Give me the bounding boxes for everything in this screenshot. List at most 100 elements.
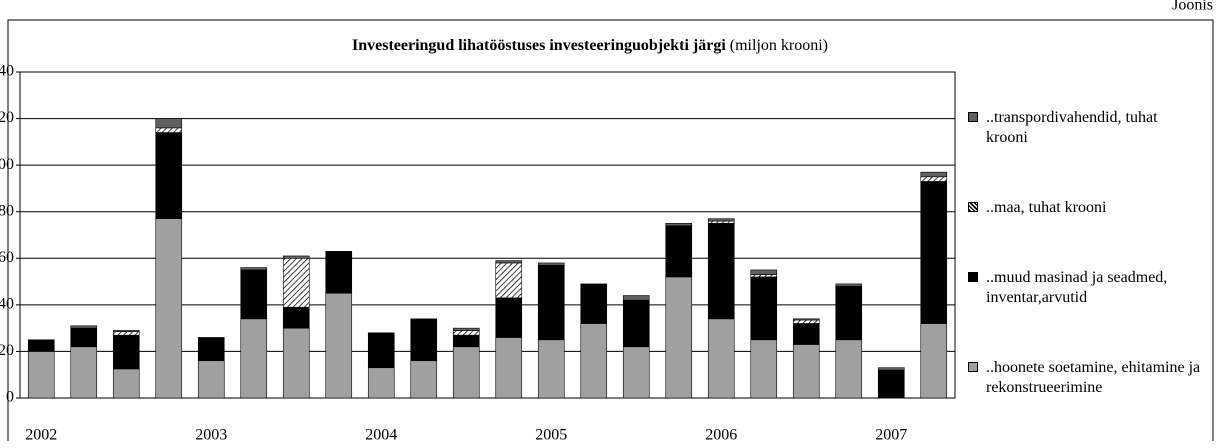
bar-segment xyxy=(155,132,183,220)
legend-label: ..maa, tuhat krooni xyxy=(986,199,1107,216)
y-tick-label: 0 xyxy=(6,389,14,406)
legend-swatch xyxy=(968,202,978,212)
bar-segment xyxy=(792,319,820,324)
bar-segment xyxy=(495,260,523,264)
bar-segment xyxy=(495,297,523,338)
bar-segment xyxy=(665,223,693,226)
y-tick-label: 60 xyxy=(0,249,14,266)
legend-entry: ..muud masinad ja seadmed, inventar,arvu… xyxy=(968,268,1203,308)
subtitle: (miljon krooni) xyxy=(730,37,828,54)
y-tick-label: 140 xyxy=(0,63,14,80)
bar-segment xyxy=(920,171,948,178)
bar-segment xyxy=(282,257,310,308)
y-tick-label: 20 xyxy=(0,342,14,359)
chart-frame xyxy=(7,19,1214,441)
bar-segment xyxy=(750,339,778,399)
y-tick-label: 40 xyxy=(0,296,14,313)
bar-segment xyxy=(155,218,183,399)
bar-segment xyxy=(835,283,863,287)
x-tick-label: 2007 xyxy=(875,427,907,441)
title: Investeeringud lihatööstuses investeerin… xyxy=(352,37,726,54)
bar-segment xyxy=(452,330,480,336)
bar-segment xyxy=(580,323,608,399)
legend-entry: ..transpordivahendid, tuhat krooni xyxy=(968,108,1203,148)
bar-segment xyxy=(707,223,735,320)
bar-segment xyxy=(750,276,778,341)
bar-segment xyxy=(792,323,820,345)
bar-segment xyxy=(240,318,268,399)
bar-segment xyxy=(112,331,140,336)
bar-segment xyxy=(27,351,55,399)
legend: ..transpordivahendid, tuhat krooni ..maa,… xyxy=(968,108,1203,448)
y-tick-label: 120 xyxy=(0,109,14,126)
bar-segment xyxy=(325,292,353,399)
x-tick-label: 2005 xyxy=(535,427,567,441)
bar-segment xyxy=(707,218,735,222)
bar-segment xyxy=(707,220,735,224)
legend-entry: ..maa, tuhat krooni xyxy=(968,198,1203,218)
bar-segment xyxy=(197,360,225,399)
bar-segment xyxy=(155,118,183,129)
bar-segment xyxy=(410,360,438,399)
bar-segment xyxy=(70,325,98,329)
bar-segment xyxy=(452,327,480,331)
bar-segment xyxy=(367,332,395,369)
bar-segment xyxy=(920,181,948,324)
bar-segment xyxy=(240,267,268,271)
bar-segment xyxy=(70,346,98,399)
legend-entry: ..hoonete soetamine, ehitamine ja rekons… xyxy=(968,358,1203,398)
bar-segment xyxy=(112,330,140,332)
chart-title: Investeeringud lihatööstuses investeerin… xyxy=(352,37,828,54)
bar-segment xyxy=(792,344,820,399)
bar-segment xyxy=(452,346,480,399)
bar-segment xyxy=(920,176,948,182)
bar-segment xyxy=(665,225,693,278)
corner-label: Joonis xyxy=(1172,0,1213,14)
bar-segment xyxy=(325,251,353,294)
x-tick-label: 2006 xyxy=(705,427,737,441)
plot-area xyxy=(19,71,956,399)
bar-segment xyxy=(240,269,268,320)
bar-segment xyxy=(792,318,820,321)
bar-segment xyxy=(622,295,650,301)
y-tick-label: 80 xyxy=(0,202,14,219)
x-tick-label: 2003 xyxy=(195,427,227,441)
bar-segment xyxy=(707,318,735,399)
x-tick-label: 2002 xyxy=(25,427,57,441)
bar-segment xyxy=(282,306,310,329)
legend-swatch xyxy=(968,272,978,282)
bar-segment xyxy=(750,269,778,275)
bar-segment xyxy=(877,369,905,399)
bar-segment xyxy=(622,299,650,348)
legend-swatch xyxy=(968,362,978,372)
bar-segment xyxy=(197,337,225,362)
bar-segment xyxy=(410,318,438,362)
legend-label: ..hoonete soetamine, ehitamine ja rekons… xyxy=(986,359,1201,396)
bar-segment xyxy=(155,127,183,133)
bar-segment xyxy=(112,368,140,399)
bar-segment xyxy=(537,262,565,266)
bar-segment xyxy=(282,255,310,259)
bar-segment xyxy=(452,334,480,348)
bar-segment xyxy=(622,346,650,399)
bar-segment xyxy=(750,274,778,278)
bar-segment xyxy=(537,339,565,399)
bar-segment xyxy=(877,367,905,371)
bar-segment xyxy=(580,283,608,324)
x-tick-label: 2004 xyxy=(365,427,397,441)
bar-segment xyxy=(537,264,565,341)
bar-segment xyxy=(70,327,98,348)
y-tick-label: 100 xyxy=(0,156,14,173)
bar-segment xyxy=(282,327,310,399)
bar-segment xyxy=(367,367,395,399)
bar-segment xyxy=(495,337,523,399)
legend-label: ..muud masinad ja seadmed, inventar,arvu… xyxy=(986,269,1168,306)
bar-segment xyxy=(835,285,863,341)
legend-label: ..transpordivahendid, tuhat krooni xyxy=(986,109,1158,146)
legend-swatch xyxy=(968,112,978,122)
bar-segment xyxy=(112,334,140,370)
bar-segment xyxy=(665,276,693,399)
bar-segment xyxy=(27,339,55,352)
